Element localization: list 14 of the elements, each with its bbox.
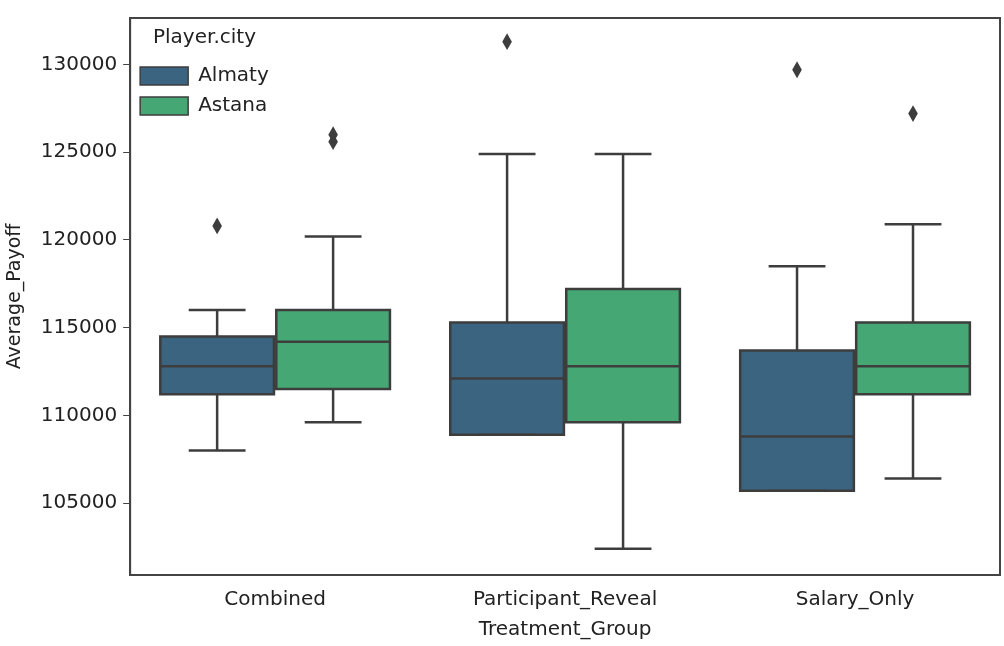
x-axis-title: Treatment_Group: [477, 616, 652, 641]
legend-label: Astana: [198, 92, 268, 117]
legend-label: Almaty: [198, 62, 269, 87]
y-tick-label: 130000: [40, 50, 118, 75]
legend-title: Player.city: [152, 24, 257, 49]
y-tick-label: 105000: [40, 489, 118, 514]
y-tick-label: 120000: [40, 226, 118, 251]
y-axis-title: Average_Payoff: [2, 222, 26, 370]
y-tick-label: 110000: [40, 401, 118, 426]
x-tick-label: Participant_Reveal: [472, 586, 658, 611]
x-tick-label: Salary_Only: [795, 586, 915, 611]
x-tick-label: Combined: [224, 586, 326, 611]
y-tick-label: 125000: [40, 138, 118, 163]
y-tick-label: 115000: [40, 313, 118, 338]
